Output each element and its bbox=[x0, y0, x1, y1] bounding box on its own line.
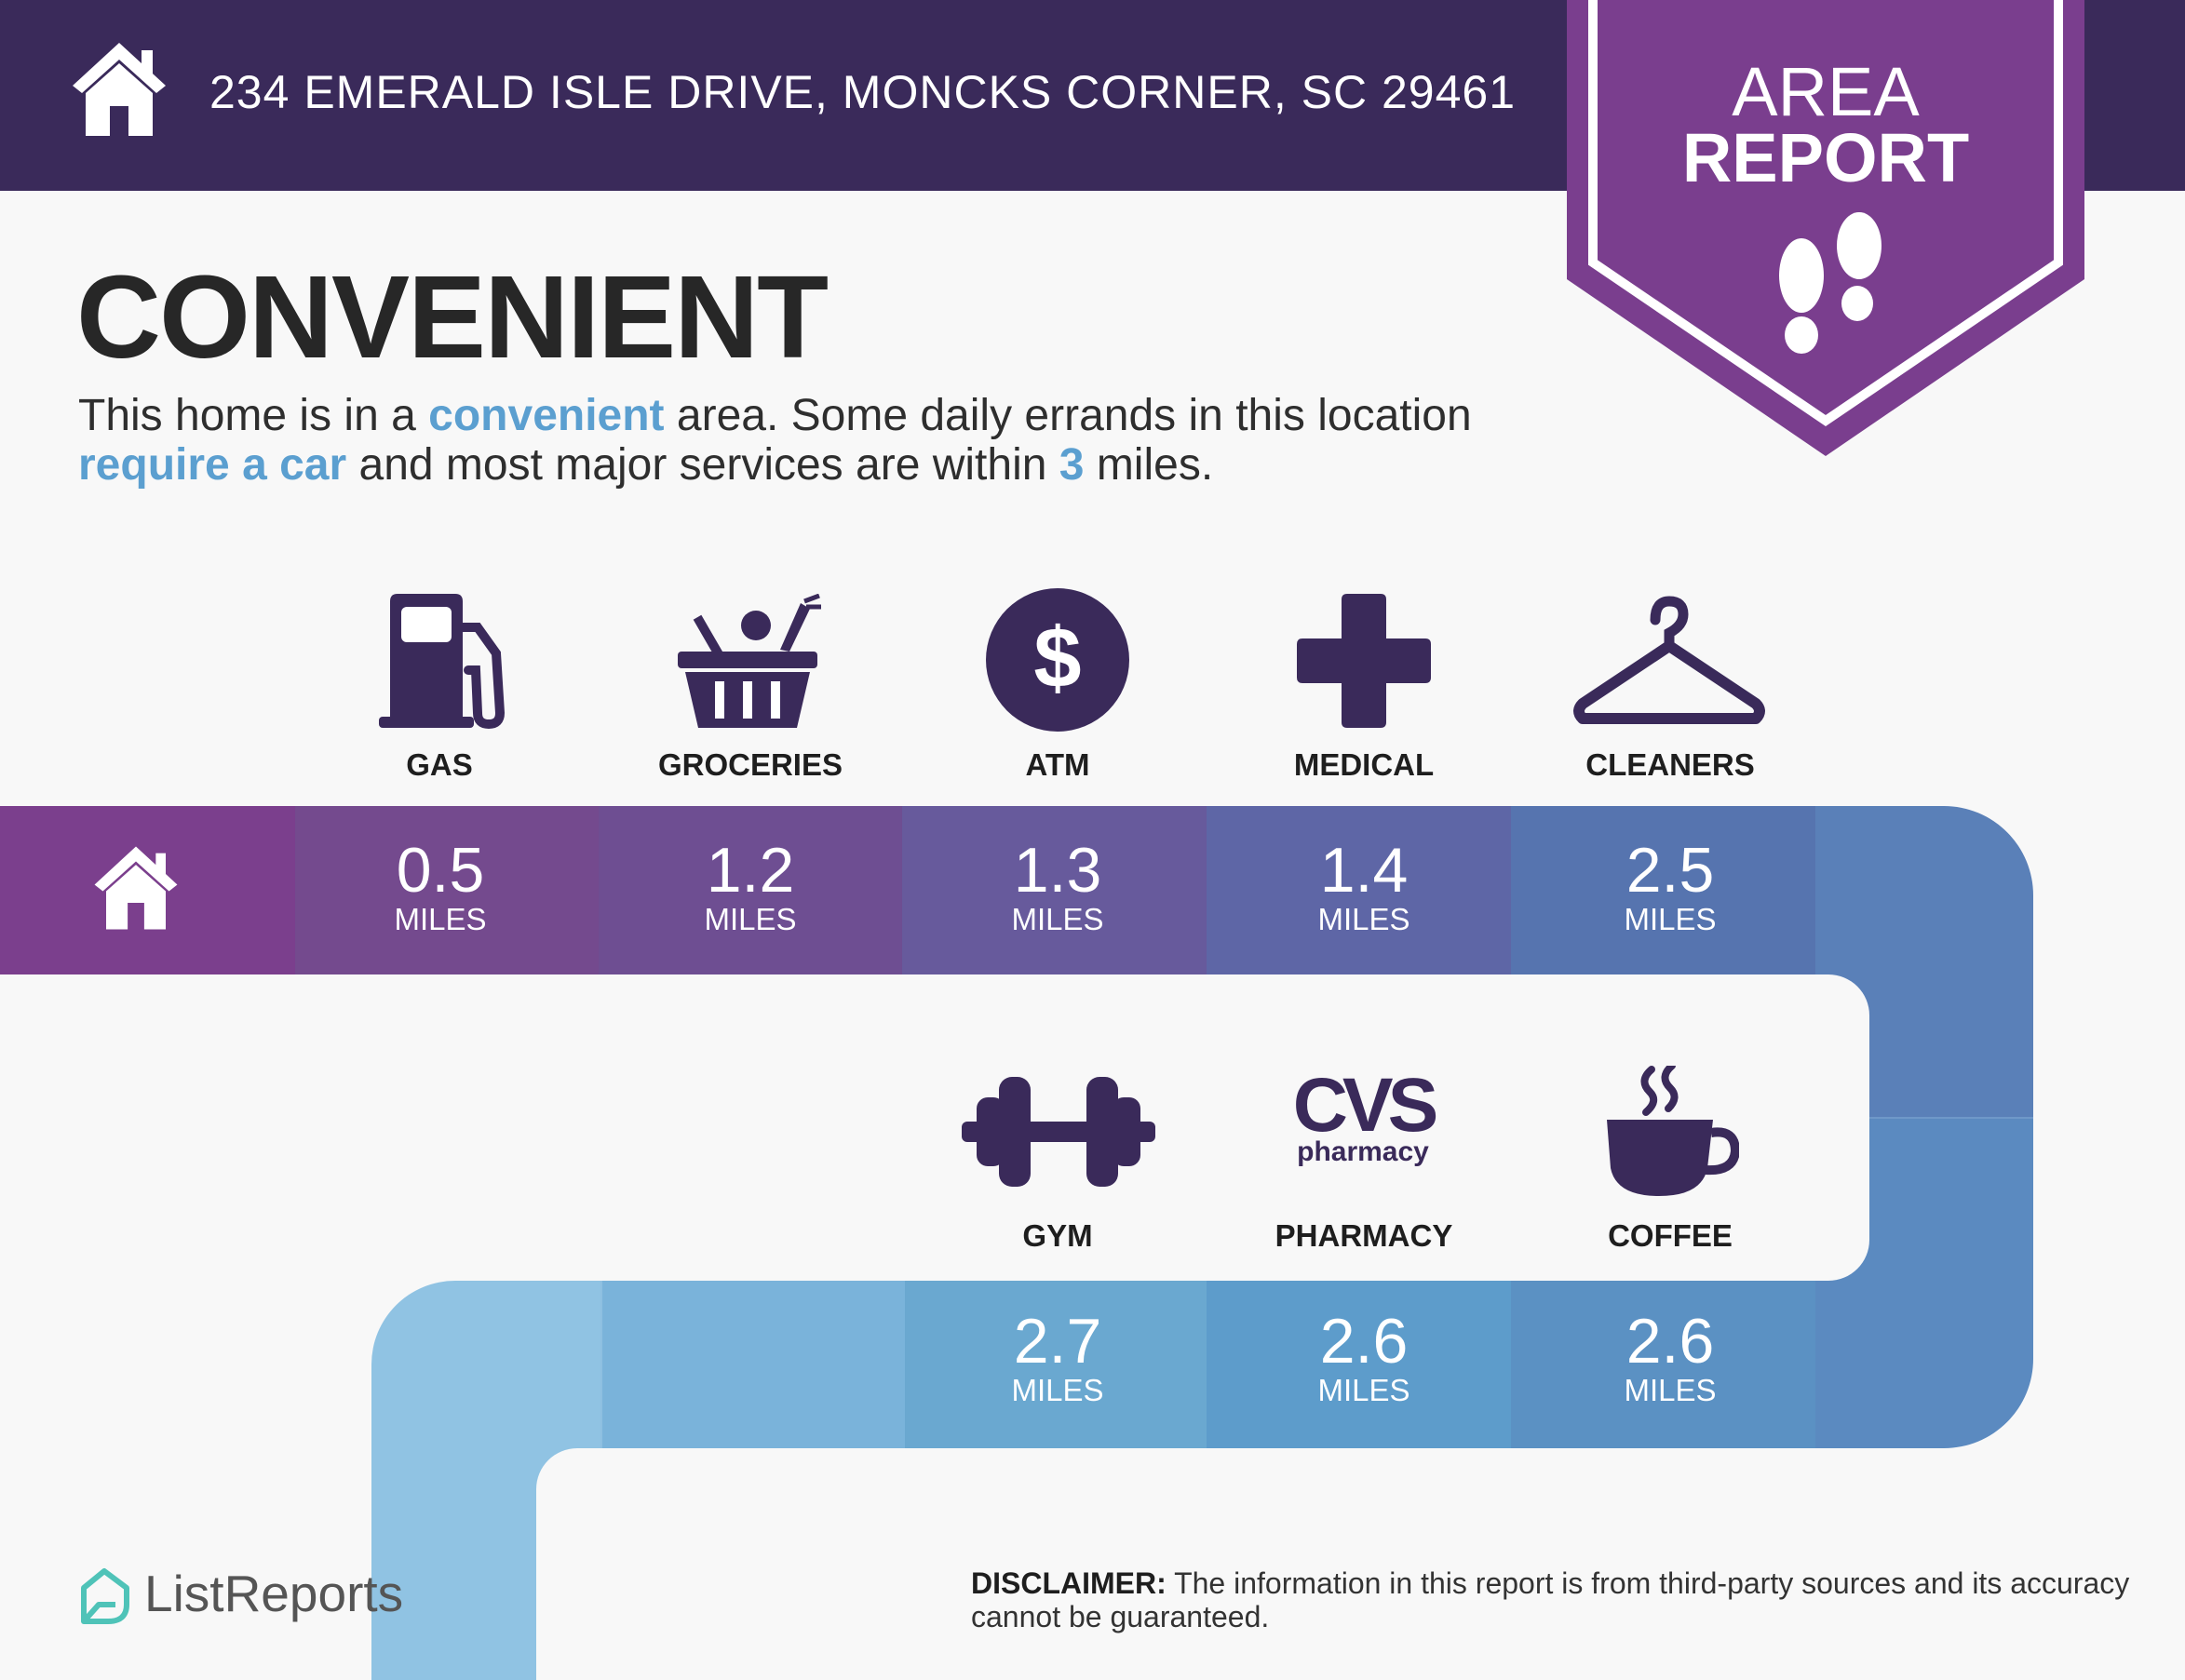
svg-text:$: $ bbox=[1033, 611, 1081, 706]
distance-pharmacy: 2.6 MILES bbox=[1317, 1306, 1410, 1407]
label-pharmacy: PHARMACY bbox=[1275, 1218, 1453, 1253]
gas-pump-icon bbox=[379, 594, 506, 730]
medical-cross-icon bbox=[1297, 594, 1431, 728]
distance-coffee: 2.6 MILES bbox=[1624, 1306, 1717, 1407]
dumbbell-icon bbox=[962, 1077, 1155, 1187]
label-gym: GYM bbox=[1022, 1218, 1093, 1253]
area-report-badge: AREA REPORT bbox=[1567, 0, 2084, 456]
distance-atm: 1.3 MILES bbox=[1011, 835, 1104, 936]
distance-cleaners: 2.5 MILES bbox=[1624, 835, 1717, 936]
listreports-logo-icon bbox=[81, 1568, 129, 1624]
grocery-basket-icon bbox=[678, 594, 821, 728]
listreports-brand: ListReports bbox=[144, 1565, 404, 1622]
label-coffee: COFFEE bbox=[1608, 1218, 1733, 1253]
label-groceries: GROCERIES bbox=[657, 747, 843, 782]
distance-gas: 0.5 MILES bbox=[394, 835, 487, 936]
dollar-icon: $ bbox=[986, 588, 1129, 732]
page-title: CONVENIENT bbox=[76, 251, 829, 383]
home-start-icon bbox=[94, 846, 178, 930]
label-atm: ATM bbox=[1025, 747, 1090, 782]
coffee-cup-icon bbox=[1607, 1066, 1739, 1196]
label-medical: MEDICAL bbox=[1293, 747, 1435, 782]
address-text: 234 EMERALD ISLE DRIVE, MONCKS CORNER, S… bbox=[209, 66, 1517, 118]
footprints-icon bbox=[1779, 212, 1882, 354]
description-text: This home is in a convenient area. Some … bbox=[78, 391, 1472, 490]
distance-gym: 2.7 MILES bbox=[1011, 1306, 1104, 1407]
hanger-icon bbox=[1573, 596, 1765, 724]
label-gas: GAS bbox=[406, 747, 473, 782]
badge-line-report: REPORT bbox=[1681, 119, 1970, 196]
distance-groceries: 1.2 MILES bbox=[704, 835, 797, 936]
badge-line-area: AREA bbox=[1732, 53, 1920, 130]
home-icon bbox=[73, 43, 166, 136]
cvs-pharmacy-logo: CVS pharmacy bbox=[1292, 1063, 1439, 1167]
distance-medical: 1.4 MILES bbox=[1317, 835, 1410, 936]
disclaimer: DISCLAIMER: The information in this repo… bbox=[971, 1566, 2130, 1633]
label-cleaners: CLEANERS bbox=[1585, 747, 1755, 782]
